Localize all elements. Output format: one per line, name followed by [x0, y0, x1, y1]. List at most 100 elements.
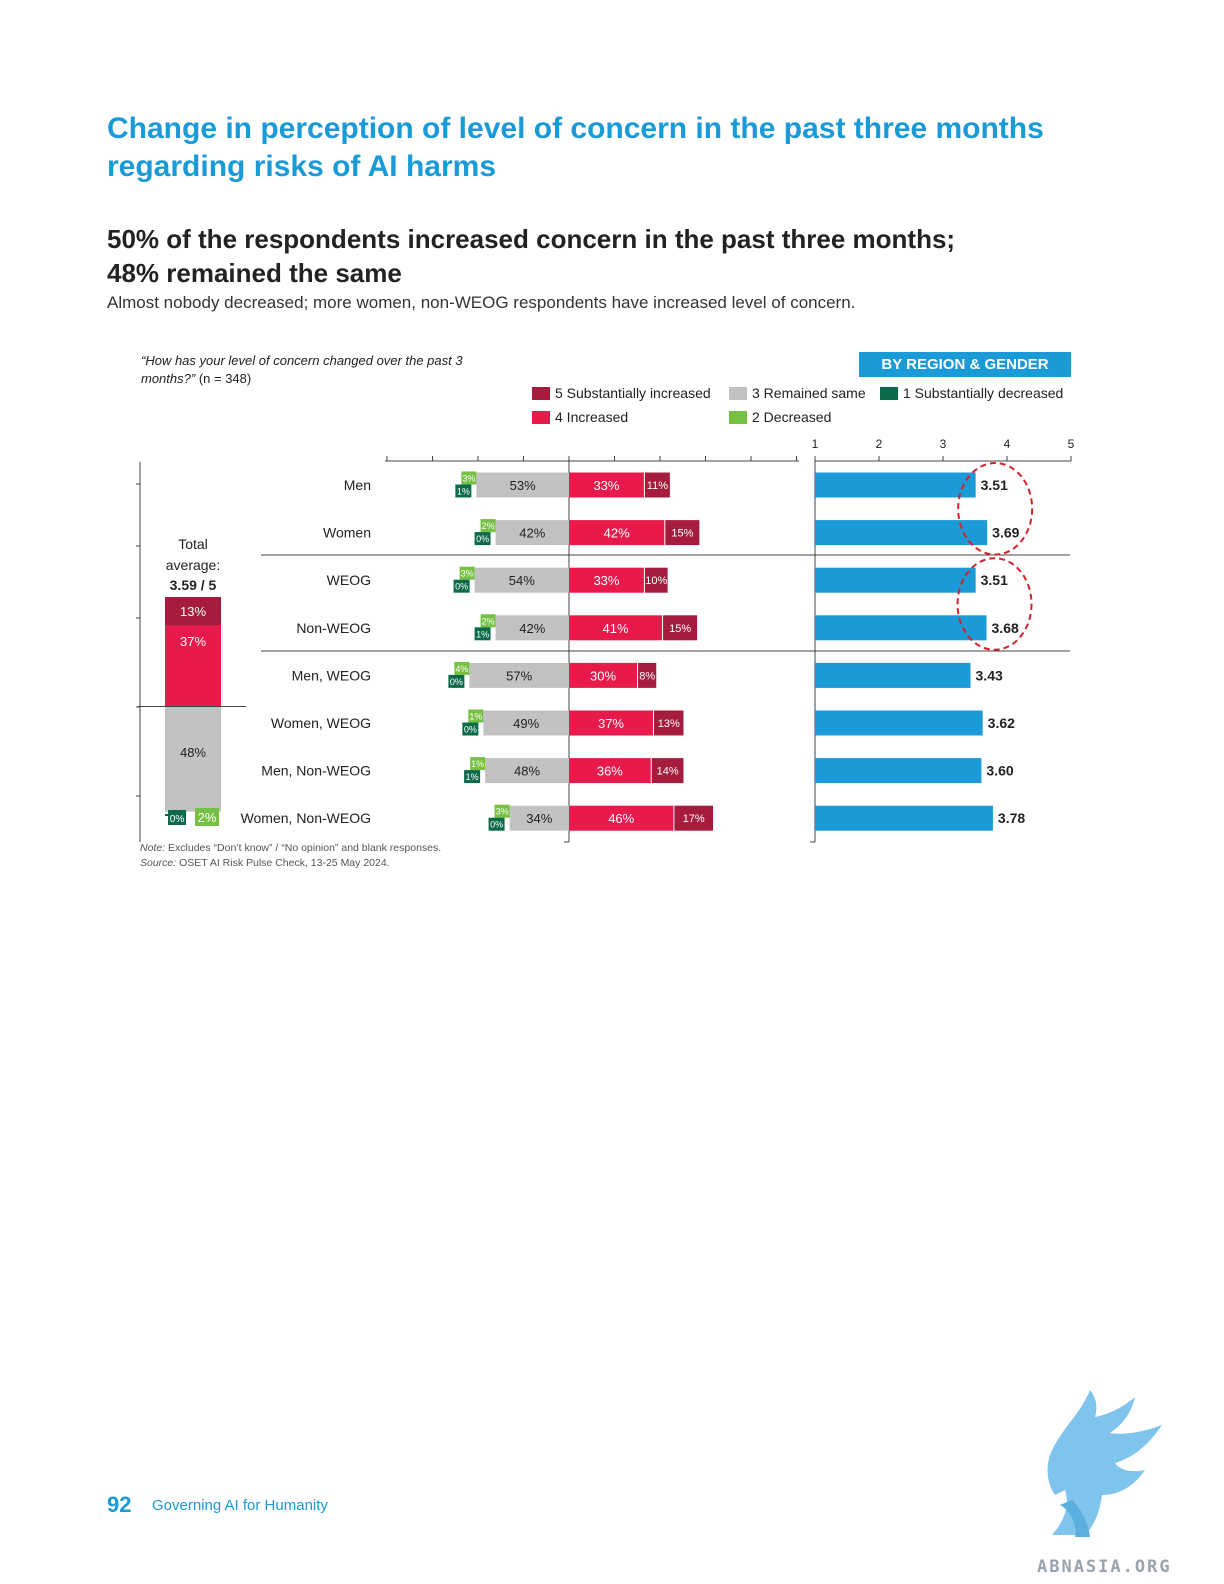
average-bar — [815, 710, 983, 736]
bar-substantially-decreased — [488, 817, 505, 831]
category-label: Women, Non-WEOG — [241, 810, 371, 826]
bar-label-increased: 42% — [604, 526, 630, 541]
watermark-text: ABNASIA.ORG — [1037, 1557, 1172, 1577]
category-label: Men — [344, 477, 371, 493]
bar-increased — [569, 805, 674, 831]
average-value-label: 3.51 — [981, 572, 1008, 588]
bar-substantially-increased — [674, 805, 714, 831]
bar-label-substantially-decreased: 0% — [450, 677, 463, 687]
bar-remained-same — [469, 662, 569, 688]
bar-label-substantially-increased: 11% — [647, 480, 668, 492]
bar-remained-same — [495, 615, 569, 641]
headline-line-1: 50% of the respondents increased concern… — [107, 224, 956, 254]
bar-substantially-decreased — [448, 674, 465, 688]
source-text: OSET AI Risk Pulse Check, 13-25 May 2024… — [176, 857, 390, 869]
legend-label: 3 Remained same — [752, 385, 866, 401]
bar-label-substantially-increased: 17% — [683, 813, 705, 825]
bar-label-increased: 37% — [598, 716, 624, 731]
bar-remained-same — [509, 805, 569, 831]
category-label: WEOG — [327, 572, 371, 588]
bar-label-substantially-increased: 8% — [639, 670, 655, 682]
bar-remained-same — [483, 710, 569, 736]
bar-substantially-decreased — [453, 579, 470, 593]
average-bar — [815, 662, 971, 688]
average-value-label: 3.68 — [992, 620, 1019, 636]
highlight-ellipse — [957, 462, 1034, 556]
bar-increased — [569, 615, 663, 641]
bar-label-remained-same: 42% — [519, 526, 545, 541]
source-line: Source: OSET AI Risk Pulse Check, 13-25 … — [140, 856, 441, 871]
average-axis-tick-label: 3 — [940, 437, 947, 451]
legend-substantially-increased: 5 Substantially increased — [532, 384, 711, 402]
bar-label-increased: 41% — [603, 621, 629, 636]
legend-substantially-decreased: 1 Substantially decreased — [880, 384, 1063, 402]
bar-label-remained-same: 42% — [519, 621, 545, 636]
bar-label-remained-same: 57% — [506, 668, 532, 683]
bar-label-substantially-increased: 13% — [658, 718, 680, 730]
bar-substantially-increased — [638, 662, 657, 688]
note-label: Note: — [140, 842, 166, 854]
bar-substantially-increased — [663, 615, 698, 641]
legend-swatch — [729, 411, 747, 424]
legend-label: 1 Substantially decreased — [903, 385, 1064, 401]
question-n: (n = 348) — [195, 371, 252, 386]
bar-increased — [569, 472, 644, 498]
bar-increased — [569, 567, 644, 593]
subtext: Almost nobody decreased; more women, non… — [107, 293, 856, 312]
legend-decreased: 2 Decreased — [729, 408, 831, 426]
bar-decreased — [454, 661, 470, 675]
total-label-decreased: 2% — [198, 810, 217, 825]
bar-label-decreased: 1% — [469, 712, 482, 722]
footer-title: Governing AI for Humanity — [152, 1497, 328, 1514]
total-segment-increased — [165, 625, 221, 707]
category-label: Women, WEOG — [271, 715, 371, 731]
bar-remained-same — [476, 472, 569, 498]
bar-substantially-increased — [665, 520, 700, 546]
bar-label-substantially-decreased: 0% — [476, 534, 489, 544]
bar-substantially-decreased — [455, 484, 472, 498]
bar-label-remained-same: 54% — [509, 573, 535, 588]
bar-label-substantially-increased: 10% — [645, 575, 667, 587]
bar-substantially-decreased — [474, 627, 491, 641]
total-label-remained-same: 48% — [180, 745, 206, 760]
bar-label-increased: 30% — [590, 668, 616, 683]
bar-remained-same — [474, 567, 569, 593]
bar-decreased — [468, 709, 484, 723]
bar-label-substantially-increased: 14% — [657, 766, 679, 778]
legend-label: 5 Substantially increased — [555, 385, 711, 401]
bar-decreased — [480, 614, 496, 628]
question-text: “How has your level of concern changed o… — [141, 353, 463, 386]
bar-label-increased: 46% — [608, 811, 634, 826]
bar-label-substantially-decreased: 0% — [464, 725, 477, 735]
bar-label-remained-same: 34% — [526, 811, 552, 826]
bar-increased — [569, 662, 638, 688]
bar-label-remained-same: 49% — [513, 716, 539, 731]
legend-increased: 4 Increased — [532, 408, 628, 426]
note-text: Excludes “Don’t know” / “No opinion” and… — [165, 842, 442, 854]
average-axis-tick-label: 4 — [1004, 437, 1011, 451]
bar-increased — [569, 520, 665, 546]
highlight-ellipse — [956, 557, 1033, 651]
average-bar — [815, 615, 987, 641]
bar-decreased — [459, 566, 475, 580]
total-segment-substantially-increased — [165, 597, 221, 626]
headline-line-2: 48% remained the same — [107, 258, 402, 288]
bar-label-decreased: 1% — [471, 759, 484, 769]
average-bar — [815, 805, 993, 831]
category-label: Men, WEOG — [292, 667, 371, 683]
chart-note: Note: Excludes “Don’t know” / “No opinio… — [140, 841, 441, 871]
bar-label-substantially-decreased: 0% — [490, 820, 503, 830]
average-value-label: 3.69 — [992, 525, 1019, 541]
total-average-value: 3.59 / 5 — [170, 577, 217, 593]
bar-substantially-decreased — [464, 770, 481, 784]
average-bar — [815, 567, 976, 593]
bar-increased — [569, 758, 651, 784]
category-label: Non-WEOG — [296, 620, 371, 636]
average-axis-tick-label: 2 — [876, 437, 883, 451]
total-label-box-substantially-decreased — [168, 810, 186, 825]
average-value-label: 3.62 — [988, 715, 1015, 731]
category-label: Women — [323, 525, 371, 541]
total-label-line-2: average: — [166, 557, 220, 573]
average-value-label: 3.51 — [981, 477, 1008, 493]
